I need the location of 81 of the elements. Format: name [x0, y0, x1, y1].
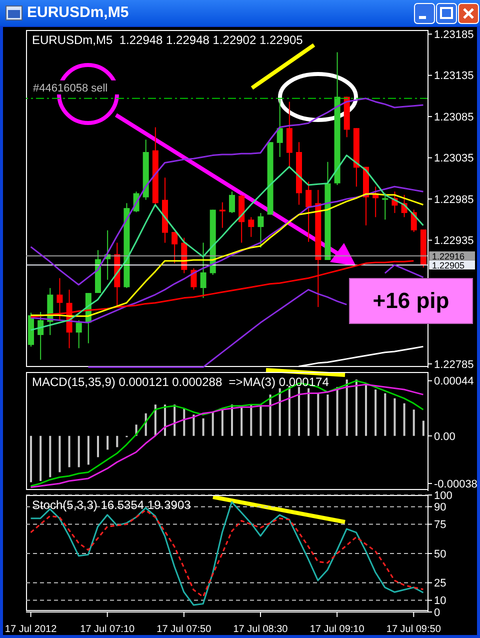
y-tick-label: 1.23085: [434, 111, 474, 124]
bar: [355, 380, 358, 436]
ref-line-label: 1.22905: [432, 260, 465, 270]
bar: [365, 383, 367, 436]
candlestick: [258, 212, 264, 248]
line-series: [30, 501, 424, 606]
bar: [308, 388, 310, 436]
y-tick-label: 1.22935: [434, 235, 474, 248]
candlestick: [306, 181, 312, 242]
candlestick: [38, 311, 44, 360]
x-tick-label: 17 Jul 09:50: [386, 624, 442, 635]
bar: [346, 380, 348, 436]
y-tick-label: 1.23035: [434, 152, 474, 165]
bar: [68, 436, 70, 468]
x-tick-label: 17 Jul 09:10: [310, 624, 365, 635]
bar: [87, 436, 90, 465]
y-tick-label: 10: [434, 595, 446, 608]
bar: [58, 436, 61, 472]
bar: [154, 404, 156, 436]
x-tick-label: 17 Jul 07:10: [80, 624, 136, 635]
bar: [336, 387, 338, 436]
y-tick-label: 90: [434, 502, 446, 514]
y-tick-label: 1.22985: [434, 194, 474, 206]
y-tick-label: 50: [434, 548, 446, 560]
y-tick-label: 1.23135: [434, 70, 474, 82]
bar: [231, 404, 233, 436]
bar: [40, 436, 42, 481]
bar: [269, 394, 272, 436]
bar: [403, 403, 406, 436]
x-tick-label: 17 Jul 07:50: [156, 624, 212, 635]
bar: [298, 387, 300, 436]
bar: [374, 390, 377, 436]
bar: [116, 436, 118, 448]
y-tick-label: 75: [434, 519, 446, 532]
y-tick-label: 1.22785: [434, 358, 474, 371]
bar: [212, 412, 214, 436]
bar: [326, 394, 329, 436]
y-tick-label: 0: [434, 606, 440, 619]
bar: [412, 410, 415, 436]
candlestick: [219, 202, 226, 228]
candlestick: [200, 242, 206, 298]
bar: [240, 407, 243, 436]
bar: [78, 436, 80, 468]
candlestick: [76, 320, 82, 349]
y-tick-label: 1.23185: [434, 29, 474, 42]
ref-line-label: #44616058 sell: [33, 82, 108, 94]
bar: [202, 418, 204, 436]
y-tick-label: 25: [434, 578, 446, 590]
candlestick: [276, 98, 283, 158]
bar: [174, 404, 176, 436]
candlestick: [229, 191, 235, 214]
chart-title: Stoch(5,3,3) 16.5354 19.3903: [31, 498, 192, 512]
bar: [384, 393, 386, 436]
annotation: +16 pip: [349, 278, 473, 324]
candlestick: [382, 192, 388, 220]
chart-subtitle: EURUSDm,M5 1.22948 1.22948 1.22902 1.22905: [31, 33, 304, 47]
x-tick-label: 17 Jul 2012: [4, 624, 58, 635]
y-tick-label: 100: [434, 490, 452, 502]
bar: [288, 386, 290, 436]
bar: [49, 436, 52, 478]
bar: [106, 436, 109, 450]
candlestick: [172, 231, 178, 264]
bar: [317, 393, 320, 436]
bar: [278, 388, 281, 436]
bar: [97, 436, 99, 458]
bar: [192, 414, 195, 436]
chart-title: MACD(15,35,9) 0.000121 0.000288 =>MA(3) 0.000174: [31, 375, 330, 389]
y-tick-label: -0.00038: [434, 478, 478, 490]
line-series: [30, 98, 424, 286]
bar: [260, 404, 262, 436]
y-tick-label: 0.00: [434, 430, 456, 443]
bar: [30, 436, 32, 482]
candlestick: [248, 216, 254, 238]
bar: [394, 398, 396, 436]
x-tick-label: 17 Jul 08:30: [233, 624, 288, 635]
y-tick-label: 0.00044: [434, 376, 474, 388]
chart-title: EURUSDm,M5: [27, 4, 129, 21]
ref-line-label: 1.22916: [432, 251, 465, 262]
bar: [250, 404, 252, 436]
bar: [221, 410, 224, 436]
bar: [422, 420, 424, 436]
